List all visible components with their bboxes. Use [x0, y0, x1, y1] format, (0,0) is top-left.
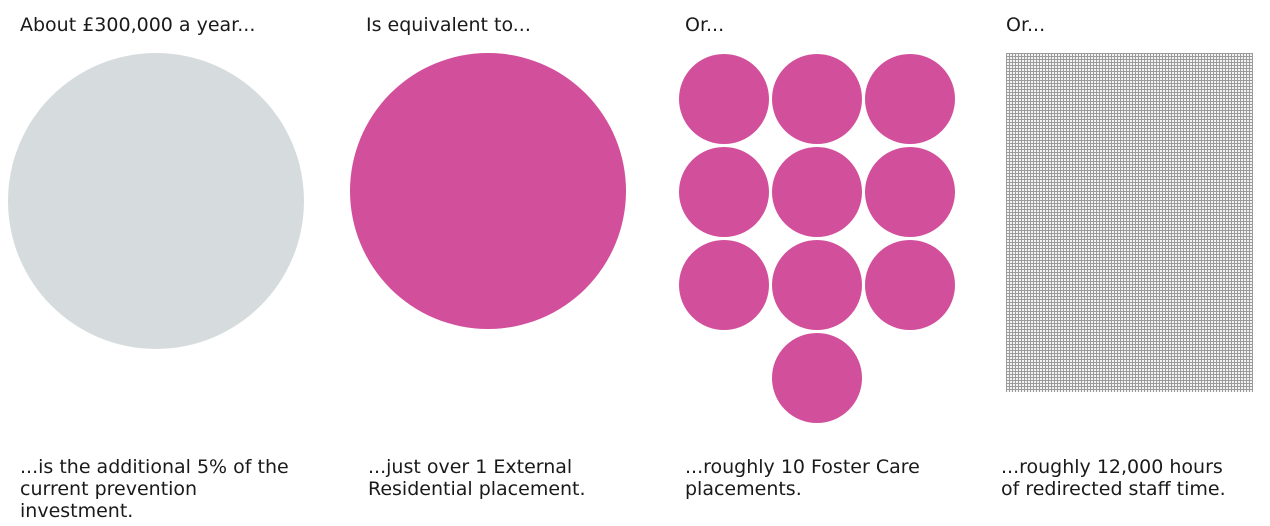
- heading-foster-care: Or...: [685, 14, 725, 36]
- foster-care-circle: [864, 146, 956, 238]
- heading-staff-time: Or...: [1006, 14, 1046, 36]
- caption-staff-time: ...roughly 12,000 hours of redirected st…: [1001, 456, 1226, 500]
- caption-prevention-investment: ...is the additional 5% of the current p…: [20, 456, 289, 522]
- foster-care-circles: [678, 53, 959, 425]
- heading-prevention-investment: About £300,000 a year...: [20, 14, 256, 36]
- foster-care-circle: [864, 53, 956, 145]
- prevention-investment-circle: [8, 53, 304, 349]
- residential-placement-circle: [350, 53, 626, 329]
- heading-residential-placement: Is equivalent to...: [366, 14, 531, 36]
- foster-care-circle: [771, 332, 863, 424]
- caption-residential-placement: ...just over 1 External Residential plac…: [368, 456, 586, 500]
- foster-care-circle: [771, 239, 863, 331]
- foster-care-circle: [678, 53, 770, 145]
- staff-time-dot-grid: [1006, 53, 1253, 392]
- foster-care-circle: [771, 53, 863, 145]
- foster-care-circle: [771, 146, 863, 238]
- caption-foster-care: ...roughly 10 Foster Care placements.: [685, 456, 920, 500]
- foster-care-circle: [864, 239, 956, 331]
- foster-care-circle: [678, 146, 770, 238]
- foster-care-circle: [678, 239, 770, 331]
